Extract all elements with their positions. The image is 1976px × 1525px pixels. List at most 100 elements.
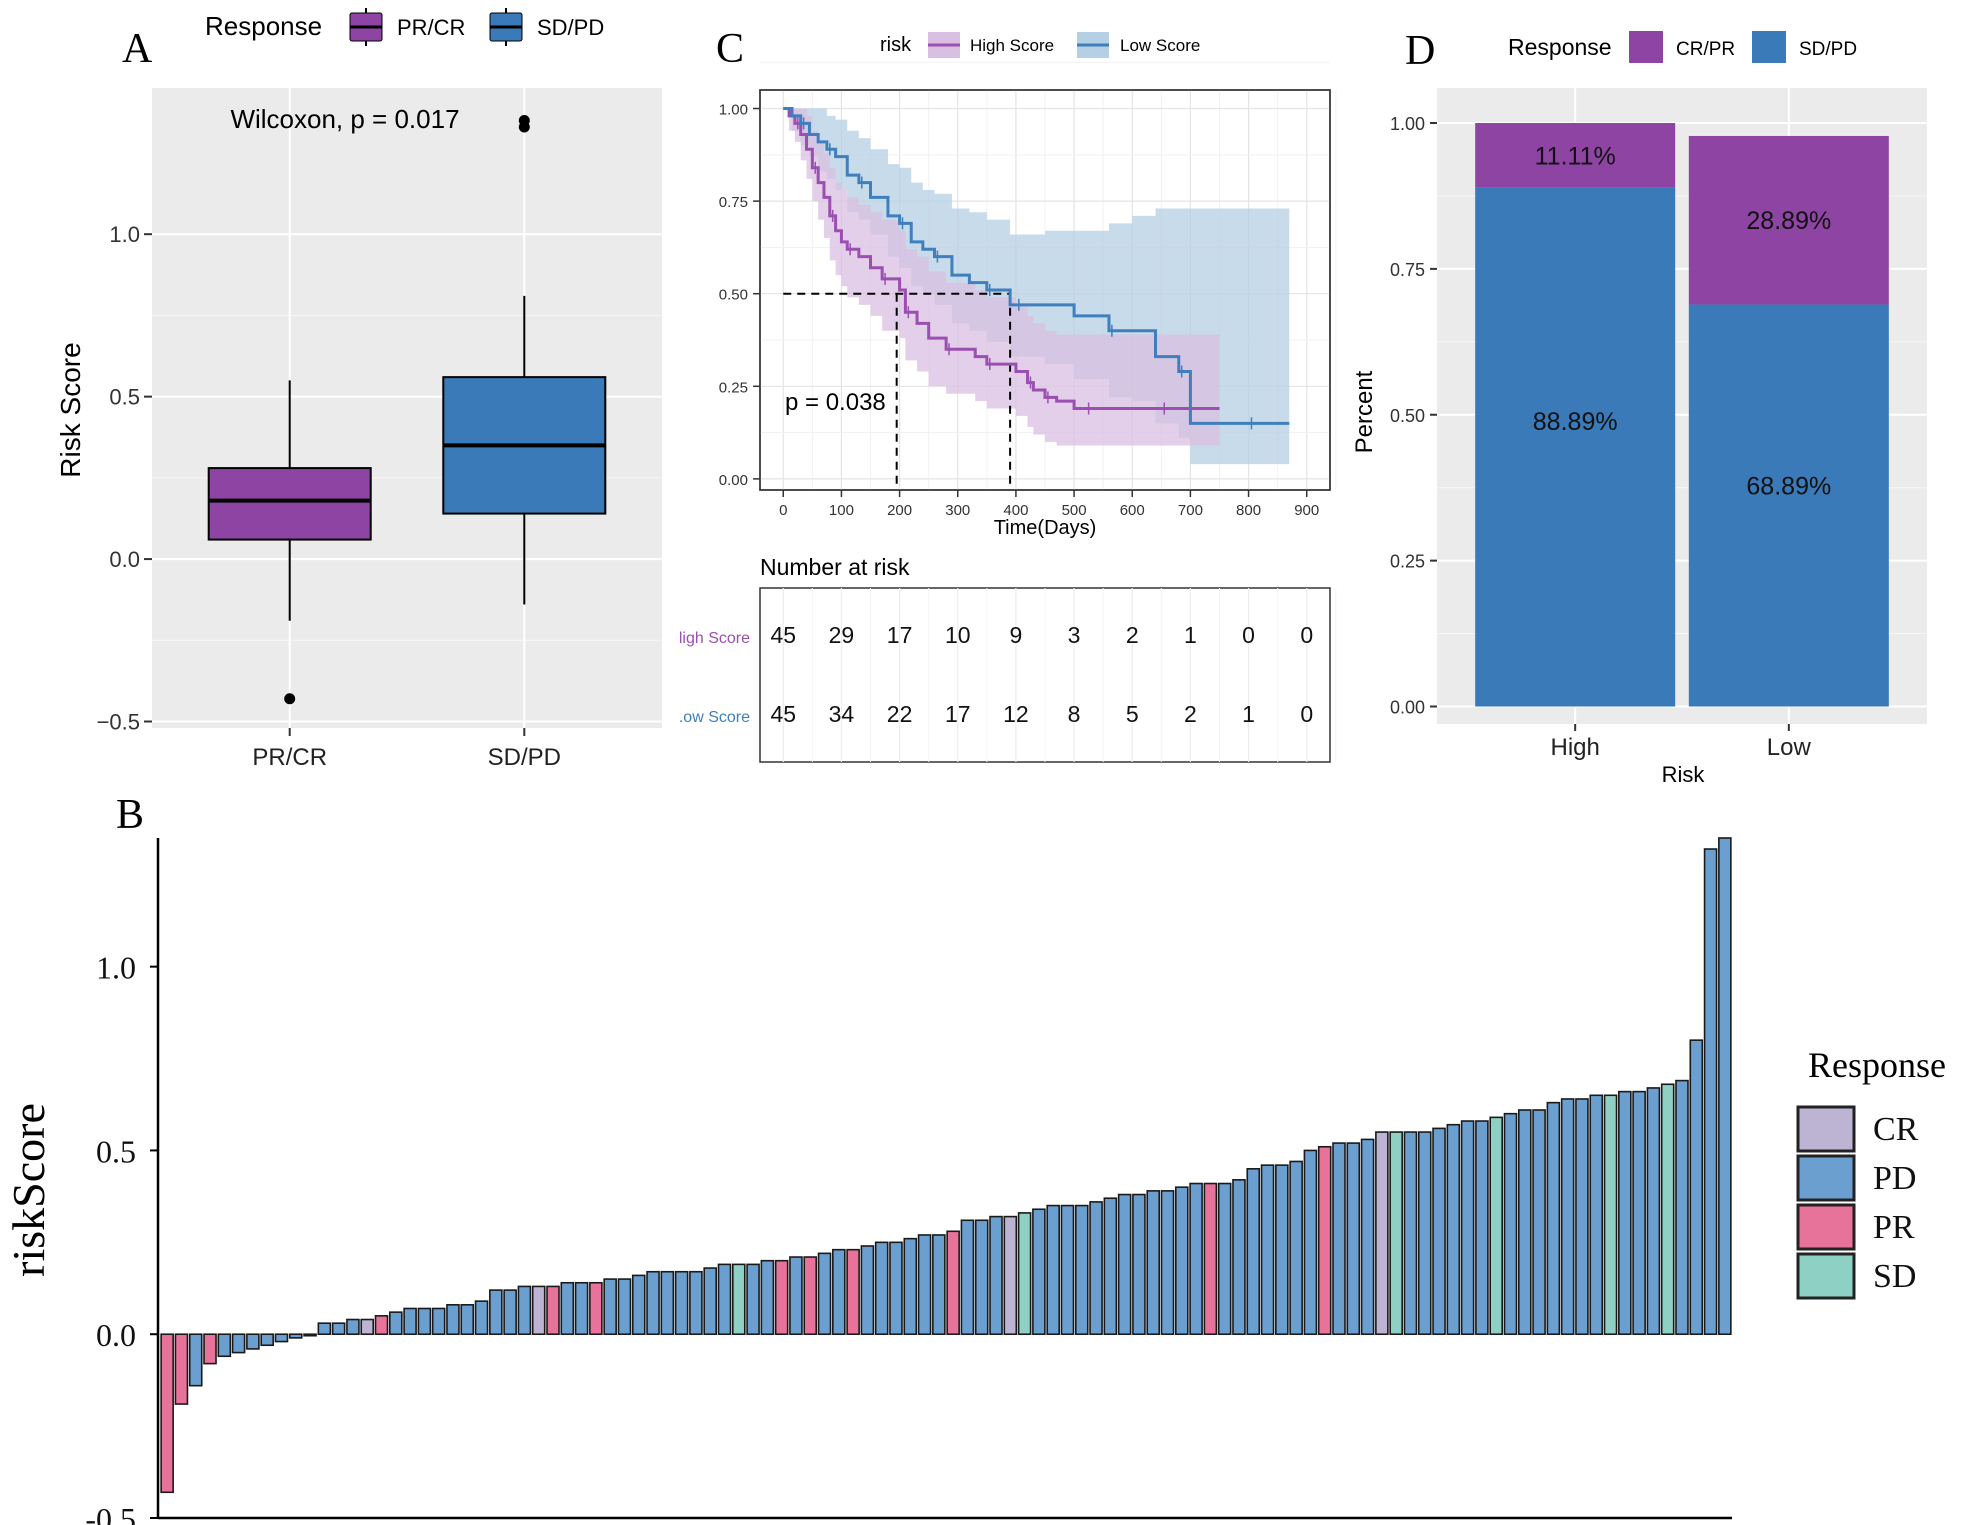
panel-b-bar	[1132, 1193, 1146, 1336]
panel-b-bar	[1532, 1109, 1546, 1336]
panel-b-bar	[1375, 1131, 1389, 1336]
panel-b-legend-label-pr: PR	[1873, 1209, 1915, 1246]
panel-d-bar-segment-crpr	[1475, 123, 1676, 188]
panel-b-bar	[1117, 1193, 1132, 1336]
panel-c-legend-label-high: High Score	[970, 36, 1054, 55]
panel-b-bar	[760, 1259, 775, 1336]
panel-c-risk-cell: 8	[1068, 701, 1081, 727]
panel-c-risk-cell: 29	[829, 622, 855, 648]
panel-b-bar	[1346, 1142, 1361, 1336]
panel-c-x-tick-label: 200	[887, 502, 912, 519]
panel-d-bar-segment-sdpd	[1688, 304, 1889, 707]
panel-c-x-tick-label: 300	[945, 502, 970, 519]
panel-c-p-value: p = 0.038	[785, 389, 886, 416]
panel-b-bar	[1260, 1164, 1275, 1336]
panel-d-y-tick-label: 0.50	[1390, 406, 1425, 426]
panel-b-legend-label-pd: PD	[1873, 1160, 1916, 1197]
panel-b-bar	[974, 1219, 989, 1336]
panel-c-x-axis: 0 100 200 300 400 500 600 700 800 900	[779, 490, 1319, 519]
panel-c-risk-cell: 45	[770, 701, 796, 727]
panel-b-bar	[217, 1333, 232, 1358]
panel-b-bar	[360, 1318, 375, 1336]
panel-d-x-axis-title: Risk	[1662, 762, 1706, 787]
panel-b-bar	[188, 1333, 203, 1387]
panel-b-bar	[1174, 1186, 1189, 1336]
panel-b-bar	[803, 1256, 818, 1336]
panel-b-bar	[1403, 1131, 1418, 1336]
panel-b-bar	[774, 1259, 789, 1336]
panel-b-bar	[789, 1256, 803, 1336]
panel-c-curve-low	[783, 107, 1290, 425]
panel-d-y-axis: 0.00 0.25 0.50 0.75 1.00	[1390, 114, 1437, 717]
panel-b-bar	[731, 1263, 746, 1336]
panel-a-y-tick-label: 1.0	[109, 222, 140, 247]
panel-b-bar	[660, 1270, 675, 1336]
panel-c-risk-table-title: Number at risk	[760, 554, 910, 580]
panel-c-legend-title: risk	[880, 34, 912, 56]
panel-b-bar	[589, 1281, 603, 1336]
panel-d-bar-segment-sdpd	[1475, 187, 1676, 707]
panel-a-boxplot: Wilcoxon, p = 0.017 −0.5 0.0 0.5 1.0 PR/CR S…	[55, 8, 662, 771]
panel-b-bars	[160, 837, 1732, 1494]
panel-d-bars: 88.89% 11.11% 68.89% 28.89%	[1475, 123, 1889, 707]
panel-b-bar	[1503, 1112, 1518, 1336]
panel-c-y-axis: 0.00 0.25 0.50 0.75 1.00	[719, 102, 760, 489]
panel-a-legend-title: Response	[205, 11, 322, 41]
panel-c-x-tick-label: 600	[1120, 502, 1145, 519]
panel-b-bar	[503, 1289, 517, 1336]
panel-b-bar	[1689, 1039, 1704, 1336]
panel-b-bar	[1546, 1101, 1561, 1336]
panel-b-bar	[889, 1241, 903, 1336]
panel-b-bar	[1718, 837, 1732, 1336]
panel-c-y-tick-label: 0.75	[719, 194, 748, 211]
panel-d-legend-swatch-crpr	[1629, 31, 1663, 63]
panel-b-bar	[1575, 1098, 1589, 1336]
panel-b-bar	[746, 1263, 760, 1336]
panel-b-bar	[1446, 1123, 1461, 1336]
panel-c-x-tick-label: 400	[1003, 502, 1028, 519]
panel-c-x-axis-title: Time(Days)	[994, 517, 1097, 539]
panel-c-y-tick-label: 0.50	[719, 287, 748, 304]
panel-b-bar	[474, 1300, 489, 1336]
panel-c-y-tick-label: 0.00	[719, 472, 748, 489]
panel-b-bar	[260, 1333, 274, 1347]
panel-c-legend: risk High Score Low Score	[880, 32, 1200, 58]
panel-b-bar	[1032, 1208, 1046, 1336]
panel-b-bar	[1560, 1098, 1575, 1336]
panel-c-risk-cell: 9	[1010, 622, 1023, 648]
panel-b-y-tick-label: 1.0	[96, 950, 136, 986]
panel-b-legend-swatch-sd	[1796, 1252, 1856, 1300]
panel-b-bar	[1675, 1079, 1689, 1336]
panel-b-bar	[231, 1333, 246, 1354]
panel-b-bar	[531, 1285, 546, 1336]
panel-b-bar	[1632, 1090, 1646, 1336]
panel-b-bar	[1060, 1204, 1075, 1336]
panel-b-bar	[1046, 1204, 1060, 1336]
panel-b-y-axis: -0.5 0.0 0.5 1.0	[85, 950, 158, 1525]
panel-c-x-tick-label: 700	[1178, 502, 1203, 519]
panel-d-x-tick-label: Low	[1767, 734, 1812, 761]
panel-c-risk-cell: 10	[945, 622, 971, 648]
box-iqr	[207, 467, 372, 541]
panel-b-bar	[1160, 1190, 1175, 1336]
panel-c-risk-cell: 1	[1184, 622, 1197, 648]
panel-b-bar	[617, 1278, 632, 1336]
panel-b-bar	[1303, 1149, 1318, 1336]
panel-a-boxes	[207, 114, 607, 705]
panel-c-risk-cell: 12	[1003, 701, 1029, 727]
panel-b-bar	[717, 1263, 732, 1336]
panel-b-bar	[846, 1248, 860, 1336]
panel-b-legend-label-sd: SD	[1873, 1258, 1916, 1295]
panel-c-risk-cell: 34	[829, 701, 855, 727]
panel-c-risk-cell: 5	[1126, 701, 1139, 727]
panel-b-bar	[1703, 848, 1718, 1336]
panel-c-median-lines	[783, 292, 1012, 490]
panel-c-risk-row-label-high: ligh Score	[679, 630, 750, 647]
panel-d-legend-label-sdpd: SD/PD	[1799, 39, 1857, 60]
panel-b-bar	[489, 1289, 503, 1336]
panel-d-bar-segment-crpr	[1688, 135, 1889, 305]
panel-b-legend-swatch-cr	[1796, 1105, 1856, 1153]
panel-b-bar	[403, 1307, 417, 1336]
panel-b-bar	[1017, 1212, 1032, 1336]
panel-b-bar	[246, 1333, 260, 1350]
